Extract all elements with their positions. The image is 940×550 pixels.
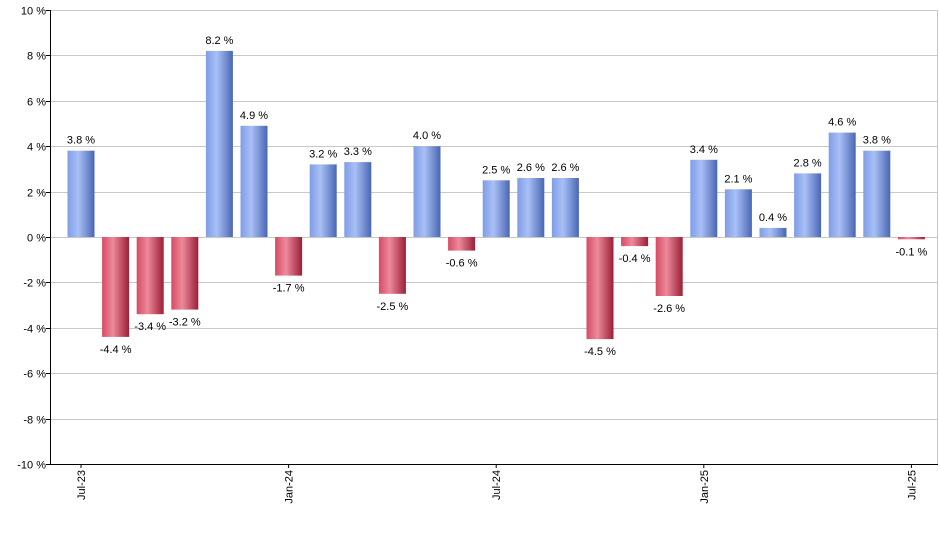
data-label: 3.8 % — [863, 135, 891, 147]
y-tick-label: 2 % — [27, 188, 46, 200]
data-label: 3.2 % — [309, 148, 337, 160]
labels: 10 % 8 % 6 % 4 % 2 % 0 % -2 % -4 % -6 % -8 % -10 %… — [17, 6, 927, 504]
bar — [724, 189, 752, 237]
data-label: -3.2 % — [169, 317, 201, 329]
data-label: 2.1 % — [724, 173, 752, 185]
y-tick-label: -4 % — [23, 324, 46, 336]
data-label: 3.8 % — [67, 135, 95, 147]
data-label: -2.5 % — [377, 301, 409, 313]
bar — [240, 125, 268, 237]
x-tick-label: Jul-24 — [491, 470, 503, 500]
axes — [46, 10, 938, 468]
bars — [67, 50, 925, 340]
data-label: 2.6 % — [551, 162, 579, 174]
data-label: 3.3 % — [344, 146, 372, 158]
data-label: 0.4 % — [759, 212, 787, 224]
bar — [586, 237, 614, 340]
data-label: -0.4 % — [619, 253, 651, 265]
data-label: 2.6 % — [517, 162, 545, 174]
data-label: 8.2 % — [205, 35, 233, 47]
y-tick-label: 10 % — [21, 6, 46, 18]
bar — [794, 173, 822, 237]
bar — [863, 150, 891, 237]
bar — [621, 237, 649, 247]
bar — [67, 150, 95, 237]
x-tick-label: Jul-25 — [906, 470, 918, 500]
data-label: -2.6 % — [653, 303, 685, 315]
y-tick-label: -2 % — [23, 278, 46, 290]
data-label: -4.5 % — [584, 346, 616, 358]
bar — [205, 50, 233, 238]
data-label: -1.7 % — [273, 283, 305, 295]
bar — [344, 162, 372, 237]
y-tick-label: 4 % — [27, 142, 46, 154]
data-label: 4.9 % — [240, 110, 268, 122]
y-tick-label: -6 % — [23, 369, 46, 381]
bar — [378, 237, 406, 294]
bar — [897, 237, 925, 240]
bar — [448, 237, 476, 251]
bar — [413, 146, 441, 237]
y-tick-label: -10 % — [17, 460, 46, 472]
data-label: -0.6 % — [446, 258, 478, 270]
y-tick-label: 8 % — [27, 51, 46, 63]
data-label: 4.6 % — [828, 117, 856, 129]
bar — [759, 227, 787, 237]
bar — [690, 159, 718, 237]
data-label: 3.4 % — [690, 144, 718, 156]
x-tick-label: Jan-25 — [699, 470, 711, 504]
bar — [828, 132, 856, 237]
data-label: 4.0 % — [413, 130, 441, 142]
x-tick-label: Jan-24 — [284, 470, 296, 504]
y-tick-label: -8 % — [23, 415, 46, 427]
y-tick-label: 6 % — [27, 97, 46, 109]
bar — [517, 178, 545, 237]
data-label: -0.1 % — [896, 246, 928, 258]
bar — [309, 164, 337, 237]
bar — [275, 237, 303, 276]
bar — [171, 237, 199, 310]
data-label: 2.5 % — [482, 164, 510, 176]
bar — [136, 237, 164, 315]
bar — [551, 178, 579, 237]
bar — [102, 237, 130, 337]
x-tick-label: Jul-23 — [76, 470, 88, 500]
data-label: -3.4 % — [134, 321, 166, 333]
bar — [655, 237, 683, 296]
y-tick-label: 0 % — [27, 233, 46, 245]
data-label: -4.4 % — [100, 344, 132, 356]
data-label: 2.8 % — [794, 157, 822, 169]
bar — [482, 180, 510, 238]
